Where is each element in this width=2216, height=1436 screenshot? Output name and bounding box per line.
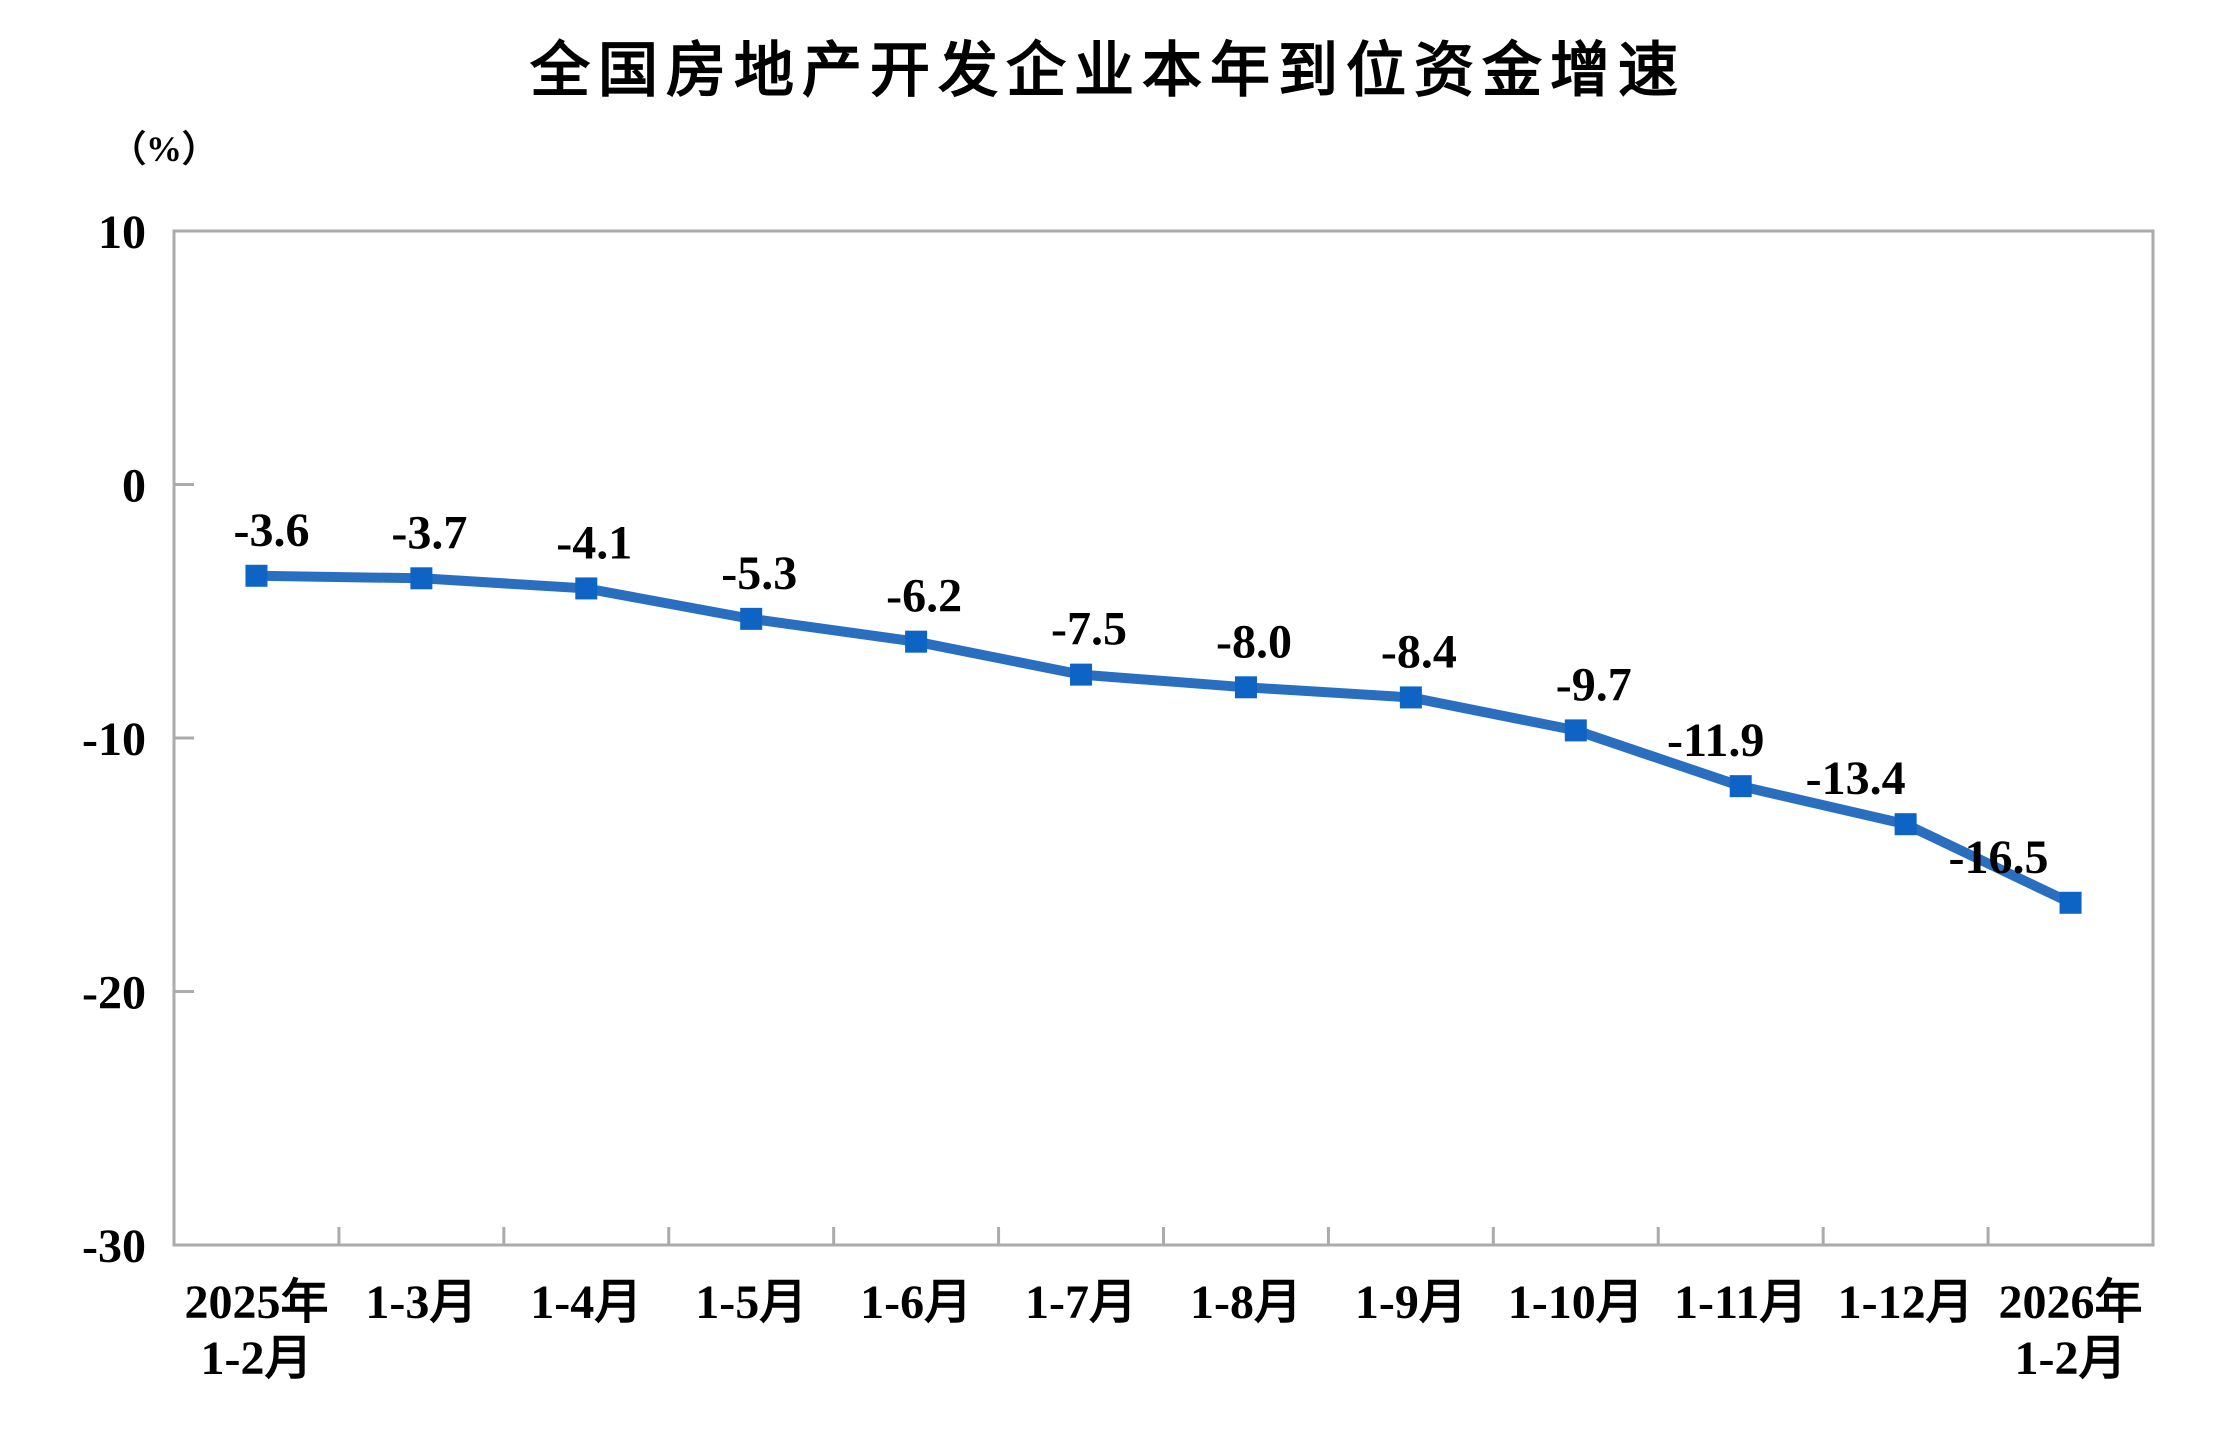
data-point-label: -16.5 xyxy=(1949,831,2049,884)
y-axis-tick-label: -20 xyxy=(82,967,146,1020)
data-point-marker xyxy=(905,630,928,653)
data-point-marker xyxy=(1070,663,1093,686)
x-axis-label: 1-9月 xyxy=(1355,1276,1467,1329)
data-point-marker xyxy=(1234,676,1257,699)
x-axis-label: 2025年 1-2月 xyxy=(184,1276,328,1385)
x-axis-label: 2026年 1-2月 xyxy=(1999,1276,2143,1385)
data-point-marker xyxy=(410,567,433,590)
data-point-marker xyxy=(740,607,763,630)
data-point-label: -5.3 xyxy=(721,547,797,600)
plot-border xyxy=(172,229,2155,1247)
y-axis-tick-label: -30 xyxy=(82,1220,146,1273)
x-axis-label: 1-11月 xyxy=(1674,1276,1807,1329)
data-point-marker xyxy=(1564,719,1587,742)
chart-title: 全国房地产开发企业本年到位资金增速 xyxy=(530,37,1686,104)
x-axis-label: 1-8月 xyxy=(1190,1276,1302,1329)
series-line xyxy=(251,570,2076,908)
data-point-label: -3.7 xyxy=(391,506,467,559)
y-axis-tick-label: -10 xyxy=(82,713,146,766)
data-point-marker xyxy=(2059,891,2082,914)
x-axis-label: 1-10月 xyxy=(1508,1276,1644,1329)
data-point-marker xyxy=(245,564,268,587)
data-point-label: -11.9 xyxy=(1667,714,1764,767)
y-axis-tick-label: 0 xyxy=(122,460,146,513)
data-point-marker xyxy=(1399,686,1422,709)
data-point-label: -3.6 xyxy=(233,504,309,557)
x-axis-label: 1-12月 xyxy=(1838,1276,1974,1329)
data-point-marker xyxy=(575,577,598,600)
data-point-label: -9.7 xyxy=(1556,658,1632,711)
y-axis-tick-label: 10 xyxy=(98,206,146,259)
x-axis-label: 1-6月 xyxy=(860,1276,972,1329)
data-point-label: -6.2 xyxy=(886,570,962,623)
data-point-label: -8.4 xyxy=(1381,625,1457,678)
y-axis-unit-label: （%） xyxy=(110,129,219,169)
x-axis-label: 1-3月 xyxy=(365,1276,477,1329)
x-axis-label: 1-4月 xyxy=(530,1276,642,1329)
x-axis-label: 1-5月 xyxy=(695,1276,807,1329)
data-point-marker xyxy=(1894,813,1917,836)
x-axis-label: 1-7月 xyxy=(1025,1276,1137,1329)
data-point-label: -7.5 xyxy=(1051,603,1127,656)
data-point-label: -4.1 xyxy=(556,516,632,569)
data-point-label: -13.4 xyxy=(1806,752,1906,805)
data-point-label: -8.0 xyxy=(1216,615,1292,668)
data-point-marker xyxy=(1729,775,1752,798)
